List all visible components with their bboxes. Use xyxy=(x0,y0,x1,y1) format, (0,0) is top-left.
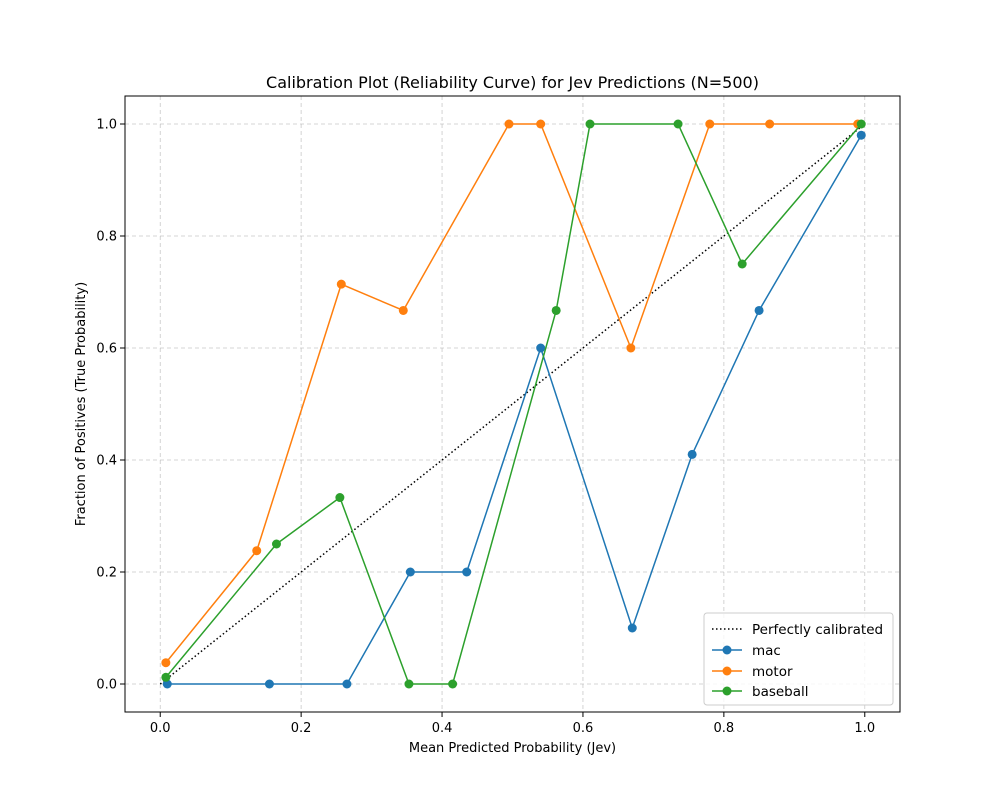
series-line-mac xyxy=(167,134,862,685)
y-tick-label: 0.0 xyxy=(96,678,117,693)
data-point-baseball xyxy=(404,679,414,689)
y-tick-label: 0.2 xyxy=(96,566,117,581)
legend-label-reference: Perfectly calibrated xyxy=(752,622,883,638)
data-point-mac xyxy=(462,567,472,577)
x-tick-label: 0.6 xyxy=(573,721,594,736)
data-point-mac xyxy=(405,567,415,577)
legend-frame xyxy=(703,612,894,706)
series-line-motor xyxy=(165,123,858,664)
x-tick-label: 1.0 xyxy=(854,721,875,736)
legend-label-mac: mac xyxy=(752,643,781,659)
x-axis-label: Mean Predicted Probability (Jev) xyxy=(409,741,616,756)
data-point-mac xyxy=(342,679,352,689)
data-point-motor xyxy=(626,343,636,353)
data-point-mac xyxy=(264,679,274,689)
data-point-baseball xyxy=(673,119,683,129)
y-axis-label: Fraction of Positives (True Probability) xyxy=(74,282,89,526)
data-point-motor xyxy=(705,119,715,129)
data-point-baseball xyxy=(551,305,561,315)
data-point-baseball xyxy=(737,259,747,269)
x-tick-label: 0.0 xyxy=(150,721,171,736)
data-point-baseball xyxy=(161,672,171,682)
data-point-baseball xyxy=(856,119,866,129)
data-point-mac xyxy=(687,449,697,459)
data-point-motor xyxy=(765,119,775,129)
y-tick-label: 0.6 xyxy=(96,342,117,357)
data-point-motor xyxy=(252,546,262,556)
data-point-baseball xyxy=(585,119,595,129)
y-tick-label: 0.4 xyxy=(96,454,117,469)
legend-marker-baseball xyxy=(722,686,732,696)
x-tick-label: 0.8 xyxy=(714,721,735,736)
x-tick-label: 0.4 xyxy=(432,721,453,736)
data-point-mac xyxy=(754,305,764,315)
series-line-baseball xyxy=(165,123,862,685)
y-tick-label: 0.8 xyxy=(96,230,117,245)
legend-label-baseball: baseball xyxy=(752,684,809,700)
y-tick-label: 1.0 xyxy=(96,118,117,133)
data-point-mac xyxy=(162,679,172,689)
legend: Perfectly calibrated mac motor baseball xyxy=(703,612,894,706)
legend-marker-mac xyxy=(722,645,732,655)
legend-label-motor: motor xyxy=(752,664,793,680)
data-point-motor xyxy=(536,119,546,129)
data-point-baseball xyxy=(271,539,281,549)
data-point-mac xyxy=(856,130,866,140)
data-point-motor xyxy=(161,658,171,668)
chart-title: Calibration Plot (Reliability Curve) for… xyxy=(266,73,759,92)
series-layer xyxy=(159,119,866,689)
x-tick-label: 0.2 xyxy=(291,721,312,736)
data-point-baseball xyxy=(448,679,458,689)
data-point-motor xyxy=(398,305,408,315)
data-point-motor xyxy=(504,119,514,129)
ticks: 0.0 0.2 0.4 0.6 0.8 1.0 0.0 0.2 0.4 0.6 0.8 1.0 xyxy=(96,118,875,737)
data-point-motor xyxy=(336,279,346,289)
data-point-mac xyxy=(627,623,637,633)
plot-frame xyxy=(124,95,901,713)
data-point-mac xyxy=(536,343,546,353)
data-point-baseball xyxy=(335,493,345,503)
legend-marker-motor xyxy=(722,666,732,676)
